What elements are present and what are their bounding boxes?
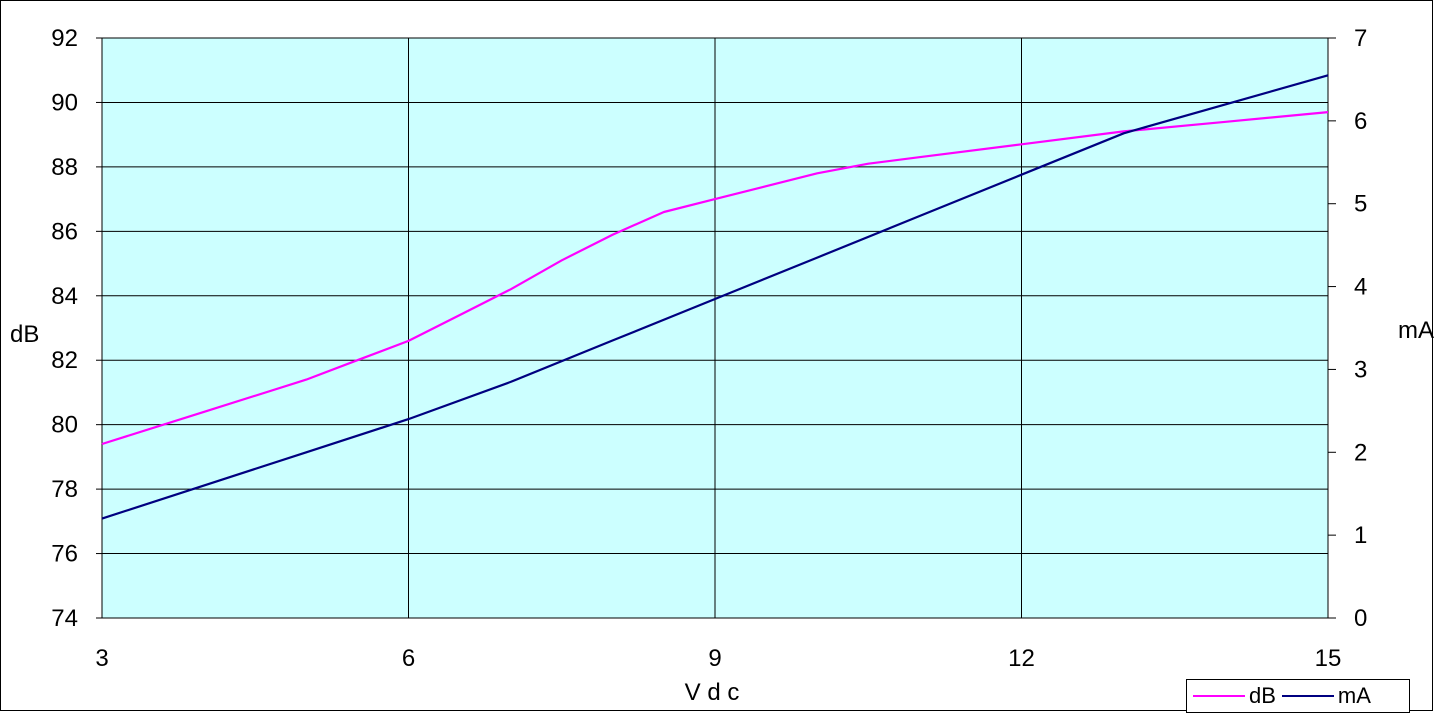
y-left-tick-label: 74 [51,605,78,632]
y-right-tick-label: 0 [1354,605,1367,632]
y-right-tick-label: 3 [1354,356,1367,383]
y-right-axis-title: mA [1398,317,1434,344]
y-right-tick-label: 1 [1354,522,1367,549]
y-left-tick-label: 82 [51,347,78,374]
y-left-tick-label: 78 [51,476,78,503]
series-line-db [101,111,1329,446]
y-left-tick-label: 76 [51,541,78,568]
series-line-ma [101,74,1329,520]
x-tick-labels: 3 6 9 12 15 [95,645,1341,672]
y-right-tick-label: 7 [1354,25,1367,52]
x-tick-label: 3 [95,645,108,672]
legend: dB mA [1186,679,1410,713]
y-left-tick-label: 86 [51,218,78,245]
y-right-tick-label: 5 [1354,191,1367,218]
y-left-tick-labels: 74 76 78 80 82 84 86 88 90 92 [51,25,78,632]
series-layer [101,74,1329,520]
x-tick-label: 6 [402,645,415,672]
x-tick-label: 9 [708,645,721,672]
y-right-tick-labels: 0 1 2 3 4 5 6 7 [1354,25,1367,632]
y-left-tick-label: 80 [51,412,78,439]
x-tick-label: 15 [1315,645,1342,672]
y-right-tick-label: 2 [1354,439,1367,466]
legend-swatch-ma [1281,695,1334,697]
grid-lines [96,37,1336,619]
x-axis-title: V d c [685,679,740,706]
legend-item-db: dB [1193,683,1276,709]
y-left-tick-label: 84 [51,283,78,310]
legend-item-ma: mA [1281,683,1371,709]
y-right-tick-label: 4 [1354,274,1367,301]
legend-label-db: dB [1249,683,1276,708]
x-tick-label: 12 [1008,645,1035,672]
y-left-axis-title: dB [10,321,39,348]
y-left-tick-label: 88 [51,154,78,181]
y-right-tick-label: 6 [1354,108,1367,135]
legend-label-ma: mA [1337,683,1371,708]
y-left-tick-label: 90 [51,89,78,116]
legend-swatch-db [1193,695,1245,697]
y-left-tick-label: 92 [51,25,78,52]
